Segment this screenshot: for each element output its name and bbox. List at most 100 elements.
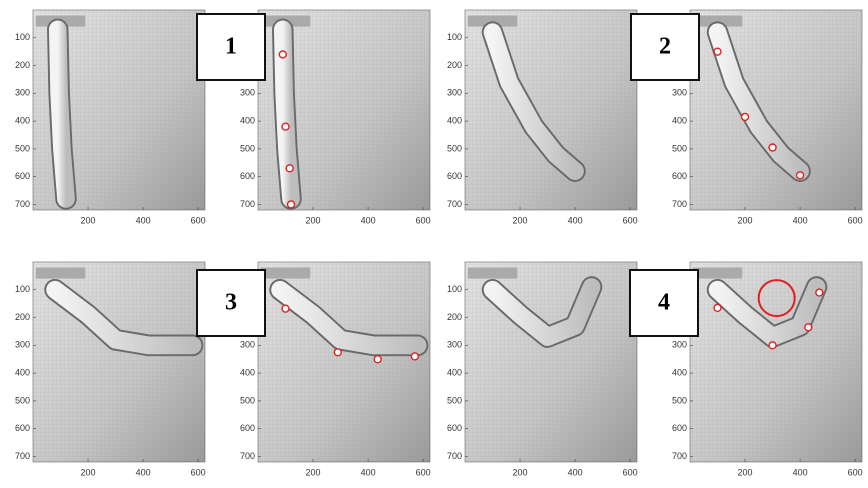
y-tick-label: 400 xyxy=(240,367,255,377)
robot-body xyxy=(48,20,75,208)
y-tick-label: 700 xyxy=(15,199,30,209)
x-tick-label: 200 xyxy=(738,215,753,225)
robot xyxy=(260,15,311,210)
y-tick-label: 200 xyxy=(15,60,30,70)
x-tick-label: 600 xyxy=(416,215,431,225)
y-tick-label: 600 xyxy=(240,171,255,181)
x-tick-label: 600 xyxy=(416,467,431,477)
robot xyxy=(467,15,586,182)
marker xyxy=(768,341,777,350)
group-label: 3 xyxy=(225,290,237,316)
robot xyxy=(35,267,204,357)
y-tick-label: 100 xyxy=(447,32,462,42)
x-tick-label: 200 xyxy=(81,467,96,477)
marker xyxy=(286,200,296,209)
x-tick-label: 200 xyxy=(306,215,321,225)
y-tick-label: 500 xyxy=(447,395,462,405)
group-label: 2 xyxy=(659,34,671,60)
x-tick-label: 400 xyxy=(136,215,151,225)
y-tick-label: 300 xyxy=(15,88,30,98)
y-tick-label: 300 xyxy=(672,340,687,350)
x-tick-label: 600 xyxy=(623,215,638,225)
y-tick-label: 500 xyxy=(240,395,255,405)
group-label: 1 xyxy=(225,34,237,60)
y-tick-label: 500 xyxy=(15,143,30,153)
marker xyxy=(373,355,382,364)
y-tick-label: 200 xyxy=(447,312,462,322)
y-tick-label: 300 xyxy=(447,88,462,98)
robot-body xyxy=(708,278,826,346)
x-tick-label: 400 xyxy=(793,215,808,225)
y-tick-label: 600 xyxy=(447,423,462,433)
y-tick-label: 700 xyxy=(15,451,30,461)
x-tick-label: 200 xyxy=(738,467,753,477)
y-tick-label: 700 xyxy=(447,451,462,461)
x-tick-label: 400 xyxy=(568,215,583,225)
marker xyxy=(713,47,722,56)
label-box xyxy=(196,269,266,337)
marker xyxy=(804,323,813,332)
x-tick-label: 600 xyxy=(191,467,206,477)
label-box xyxy=(630,13,700,81)
marker xyxy=(740,112,750,122)
y-tick-label: 700 xyxy=(672,199,687,209)
marker xyxy=(333,348,343,357)
y-tick-label: 700 xyxy=(672,451,687,461)
x-tick-label: 400 xyxy=(793,467,808,477)
robot-body xyxy=(271,280,427,355)
robot-body xyxy=(46,280,202,355)
y-tick-label: 700 xyxy=(240,199,255,209)
marker xyxy=(281,122,290,131)
y-tick-label: 500 xyxy=(672,143,687,153)
y-tick-label: 600 xyxy=(15,423,30,433)
x-tick-label: 400 xyxy=(568,467,583,477)
y-tick-label: 200 xyxy=(447,60,462,70)
y-tick-label: 700 xyxy=(447,199,462,209)
y-tick-label: 400 xyxy=(672,367,687,377)
robot xyxy=(35,15,86,210)
x-tick-label: 400 xyxy=(136,467,151,477)
y-tick-label: 700 xyxy=(240,451,255,461)
marker xyxy=(795,171,805,180)
y-tick-label: 100 xyxy=(15,284,30,294)
y-tick-label: 400 xyxy=(447,367,462,377)
x-tick-label: 600 xyxy=(623,467,638,477)
x-tick-label: 600 xyxy=(848,467,863,477)
y-tick-label: 600 xyxy=(240,423,255,433)
label-box xyxy=(629,269,699,337)
robot xyxy=(692,267,828,348)
marker xyxy=(410,352,420,361)
y-tick-label: 400 xyxy=(240,115,255,125)
robot-body xyxy=(273,20,300,208)
label-box xyxy=(196,13,266,81)
x-tick-label: 400 xyxy=(361,215,376,225)
x-tick-label: 200 xyxy=(513,467,528,477)
y-tick-label: 400 xyxy=(15,367,30,377)
marker xyxy=(815,288,824,297)
x-tick-label: 200 xyxy=(513,215,528,225)
marker xyxy=(281,304,290,313)
y-tick-label: 200 xyxy=(15,312,30,322)
x-tick-label: 600 xyxy=(191,215,206,225)
x-tick-label: 200 xyxy=(306,467,321,477)
y-tick-label: 400 xyxy=(672,115,687,125)
x-tick-label: 600 xyxy=(848,215,863,225)
marker xyxy=(285,164,294,173)
x-tick-label: 200 xyxy=(81,215,96,225)
y-tick-label: 600 xyxy=(15,171,30,181)
marker xyxy=(713,303,722,313)
x-tick-label: 400 xyxy=(361,467,376,477)
y-tick-label: 300 xyxy=(240,340,255,350)
robot-body xyxy=(708,23,809,180)
robot xyxy=(692,15,811,182)
y-tick-label: 300 xyxy=(672,88,687,98)
y-tick-label: 600 xyxy=(672,423,687,433)
robot-body xyxy=(483,23,584,180)
